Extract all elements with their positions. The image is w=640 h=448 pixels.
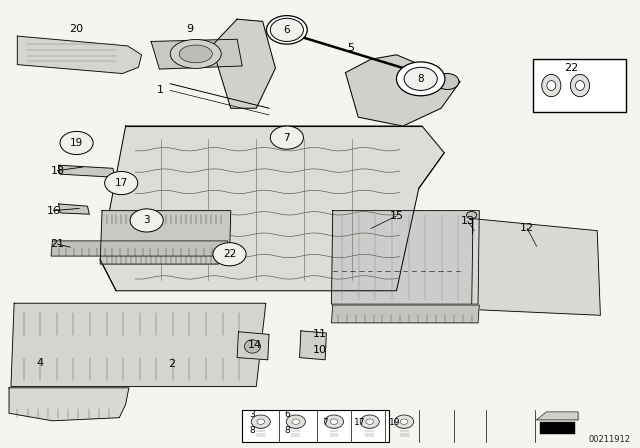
Ellipse shape xyxy=(541,74,561,97)
Circle shape xyxy=(366,419,374,424)
Text: 7: 7 xyxy=(322,418,328,427)
Text: 19: 19 xyxy=(390,418,401,427)
Text: 1: 1 xyxy=(157,86,164,95)
Text: 21: 21 xyxy=(51,239,65,249)
Circle shape xyxy=(394,415,413,428)
Ellipse shape xyxy=(179,45,212,63)
Circle shape xyxy=(251,415,270,428)
Ellipse shape xyxy=(575,81,584,90)
Text: 17: 17 xyxy=(115,178,128,188)
Text: 10: 10 xyxy=(313,345,327,354)
Polygon shape xyxy=(346,55,460,126)
Text: 15: 15 xyxy=(390,211,403,221)
Text: 8: 8 xyxy=(250,426,255,435)
Circle shape xyxy=(275,22,298,38)
Text: 11: 11 xyxy=(313,329,327,340)
Text: 17: 17 xyxy=(354,418,365,427)
Polygon shape xyxy=(237,332,269,360)
Text: 9: 9 xyxy=(186,24,193,34)
Ellipse shape xyxy=(244,340,260,353)
Text: 3: 3 xyxy=(143,215,150,225)
Text: 6: 6 xyxy=(284,25,290,35)
Polygon shape xyxy=(300,331,326,360)
Circle shape xyxy=(275,25,298,41)
Circle shape xyxy=(400,419,408,424)
Polygon shape xyxy=(59,165,115,177)
Circle shape xyxy=(270,126,303,149)
Polygon shape xyxy=(9,388,129,421)
Circle shape xyxy=(104,172,138,194)
Text: 14: 14 xyxy=(248,340,262,350)
Polygon shape xyxy=(537,412,578,420)
Text: 22: 22 xyxy=(564,63,579,73)
Polygon shape xyxy=(51,241,228,256)
Text: 8: 8 xyxy=(284,426,290,435)
Circle shape xyxy=(257,419,264,424)
Circle shape xyxy=(286,415,305,428)
Polygon shape xyxy=(59,204,90,214)
Text: 20: 20 xyxy=(70,24,84,34)
Text: 18: 18 xyxy=(51,166,65,176)
Text: 5: 5 xyxy=(347,43,354,53)
Circle shape xyxy=(330,419,338,424)
Circle shape xyxy=(404,67,437,90)
Ellipse shape xyxy=(170,39,221,69)
Polygon shape xyxy=(17,36,141,73)
Text: 19: 19 xyxy=(70,138,83,148)
Polygon shape xyxy=(332,211,479,304)
Bar xyxy=(540,422,575,434)
Circle shape xyxy=(360,415,380,428)
Text: 22: 22 xyxy=(223,249,236,259)
Text: 16: 16 xyxy=(47,206,61,215)
Text: 7: 7 xyxy=(284,133,290,142)
Polygon shape xyxy=(151,39,243,69)
Circle shape xyxy=(396,62,445,96)
Bar xyxy=(534,59,626,112)
Polygon shape xyxy=(472,219,600,315)
Text: 3: 3 xyxy=(250,410,255,419)
Circle shape xyxy=(436,73,459,90)
Circle shape xyxy=(266,16,307,44)
Circle shape xyxy=(270,18,303,42)
Text: 8: 8 xyxy=(417,74,424,84)
Ellipse shape xyxy=(570,74,589,97)
Polygon shape xyxy=(100,126,444,291)
Circle shape xyxy=(292,419,300,424)
Circle shape xyxy=(213,243,246,266)
Polygon shape xyxy=(11,303,266,387)
Text: 4: 4 xyxy=(36,358,43,368)
Ellipse shape xyxy=(547,81,556,90)
Text: 12: 12 xyxy=(520,224,534,233)
Text: 13: 13 xyxy=(461,216,475,226)
Polygon shape xyxy=(332,305,479,323)
Text: 6: 6 xyxy=(284,410,290,419)
Bar xyxy=(243,410,389,442)
Polygon shape xyxy=(100,211,231,264)
Circle shape xyxy=(130,209,163,232)
Polygon shape xyxy=(212,19,275,108)
Circle shape xyxy=(324,415,344,428)
Text: 00211912: 00211912 xyxy=(589,435,631,444)
Text: 2: 2 xyxy=(168,359,176,369)
Circle shape xyxy=(405,68,436,90)
Circle shape xyxy=(60,131,93,155)
Circle shape xyxy=(467,211,477,219)
